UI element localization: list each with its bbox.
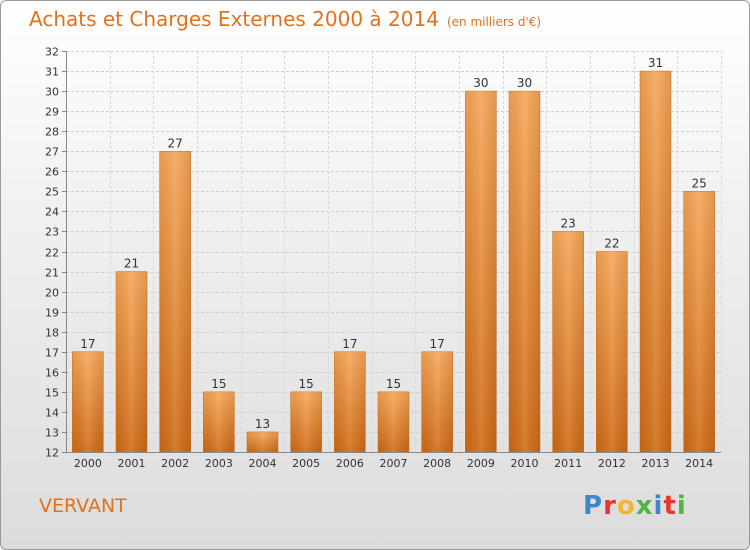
bar-shading (596, 251, 628, 452)
y-tick-label: 26 (45, 166, 59, 179)
bar-shading (116, 271, 147, 452)
x-tick-label: 2001 (118, 457, 146, 470)
bar-shading (72, 351, 104, 452)
bar-value-label: 13 (255, 417, 270, 431)
y-tick-label: 14 (45, 407, 59, 420)
bar-shading (203, 391, 235, 452)
x-tick-label: 2004 (249, 457, 277, 470)
proxiti-logo: Proxiti (583, 491, 687, 521)
bar-value-label: 30 (473, 76, 488, 90)
chart-title: Achats et Charges Externes 2000 à 2014 (e… (29, 7, 541, 31)
bar-shading (378, 391, 409, 452)
y-tick-label: 29 (45, 106, 59, 119)
bar-value-label: 30 (517, 76, 532, 90)
bar-shading (159, 151, 191, 452)
logo-letter: r (603, 491, 617, 521)
y-tick-label: 22 (45, 247, 59, 260)
bar-shading (334, 351, 366, 452)
bar-value-label: 25 (692, 176, 707, 190)
bar-value-label: 23 (561, 216, 576, 230)
x-tick-label: 2002 (161, 457, 189, 470)
x-tick-label: 2014 (685, 457, 713, 470)
bar-value-label: 27 (168, 136, 183, 150)
bar-value-label: 21 (124, 257, 139, 271)
bar-shading (247, 431, 278, 452)
x-tick-label: 2011 (554, 457, 582, 470)
bar-shading (509, 91, 540, 452)
x-tick-label: 2000 (74, 457, 102, 470)
axes: 12 13 14 15 16 17 18 19 20 21 22 23 24 25 26 27 28 29 30 31… (45, 46, 721, 470)
bars: 17 21 27 15 13 15 17 15 17 30 30 23 22 31 25 (72, 56, 715, 453)
y-tick-label: 12 (45, 447, 59, 460)
y-tick-label: 15 (45, 387, 59, 400)
bar-shading (421, 351, 453, 452)
logo-letter: i (653, 491, 664, 521)
x-tick-label: 2005 (292, 457, 320, 470)
y-tick-label: 13 (45, 427, 59, 440)
y-tick-label: 17 (45, 347, 59, 360)
y-tick-label: 31 (45, 66, 59, 79)
chart-unit-note: (en milliers d'€) (446, 15, 542, 29)
bar-value-label: 15 (386, 377, 401, 391)
bar-value-label: 17 (430, 337, 445, 351)
x-tick-label: 2009 (467, 457, 495, 470)
chart-title-text: Achats et Charges Externes 2000 à 2014 (29, 7, 439, 31)
bar-shading (290, 391, 322, 452)
logo-letter: P (583, 491, 604, 521)
logo-letter: i (676, 491, 687, 521)
bar-value-label: 15 (211, 377, 226, 391)
logo-letter: o (616, 491, 636, 521)
y-tick-label: 32 (45, 46, 59, 59)
bar-value-label: 15 (299, 377, 314, 391)
x-tick-label: 2007 (380, 457, 408, 470)
bar-value-label: 17 (80, 337, 95, 351)
x-tick-label: 2003 (205, 457, 233, 470)
logo-letter: t (663, 491, 677, 521)
bar-shading (683, 191, 715, 452)
y-tick-label: 25 (45, 186, 59, 199)
logo-letter: x (635, 491, 654, 521)
x-tick-label: 2013 (642, 457, 670, 470)
x-tick-label: 2008 (423, 457, 451, 470)
y-tick-label: 30 (45, 86, 59, 99)
x-tick-label: 2010 (511, 457, 539, 470)
y-tick-label: 20 (45, 287, 59, 300)
y-tick-label: 28 (45, 126, 59, 139)
x-tick-label: 2012 (598, 457, 626, 470)
bar-shading (552, 231, 584, 452)
y-tick-label: 24 (45, 206, 59, 219)
bar-value-label: 31 (648, 56, 663, 70)
bar-value-label: 22 (604, 237, 619, 251)
x-tick-label: 2006 (336, 457, 364, 470)
place-name: VERVANT (39, 495, 127, 517)
bar-shading (640, 71, 671, 453)
y-tick-label: 21 (45, 267, 59, 280)
y-tick-label: 18 (45, 327, 59, 340)
y-tick-label: 16 (45, 367, 59, 380)
y-tick-label: 23 (45, 226, 59, 239)
y-tick-label: 19 (45, 307, 59, 320)
y-tick-label: 27 (45, 146, 59, 159)
bar-value-label: 17 (342, 337, 357, 351)
bar-shading (465, 91, 497, 452)
